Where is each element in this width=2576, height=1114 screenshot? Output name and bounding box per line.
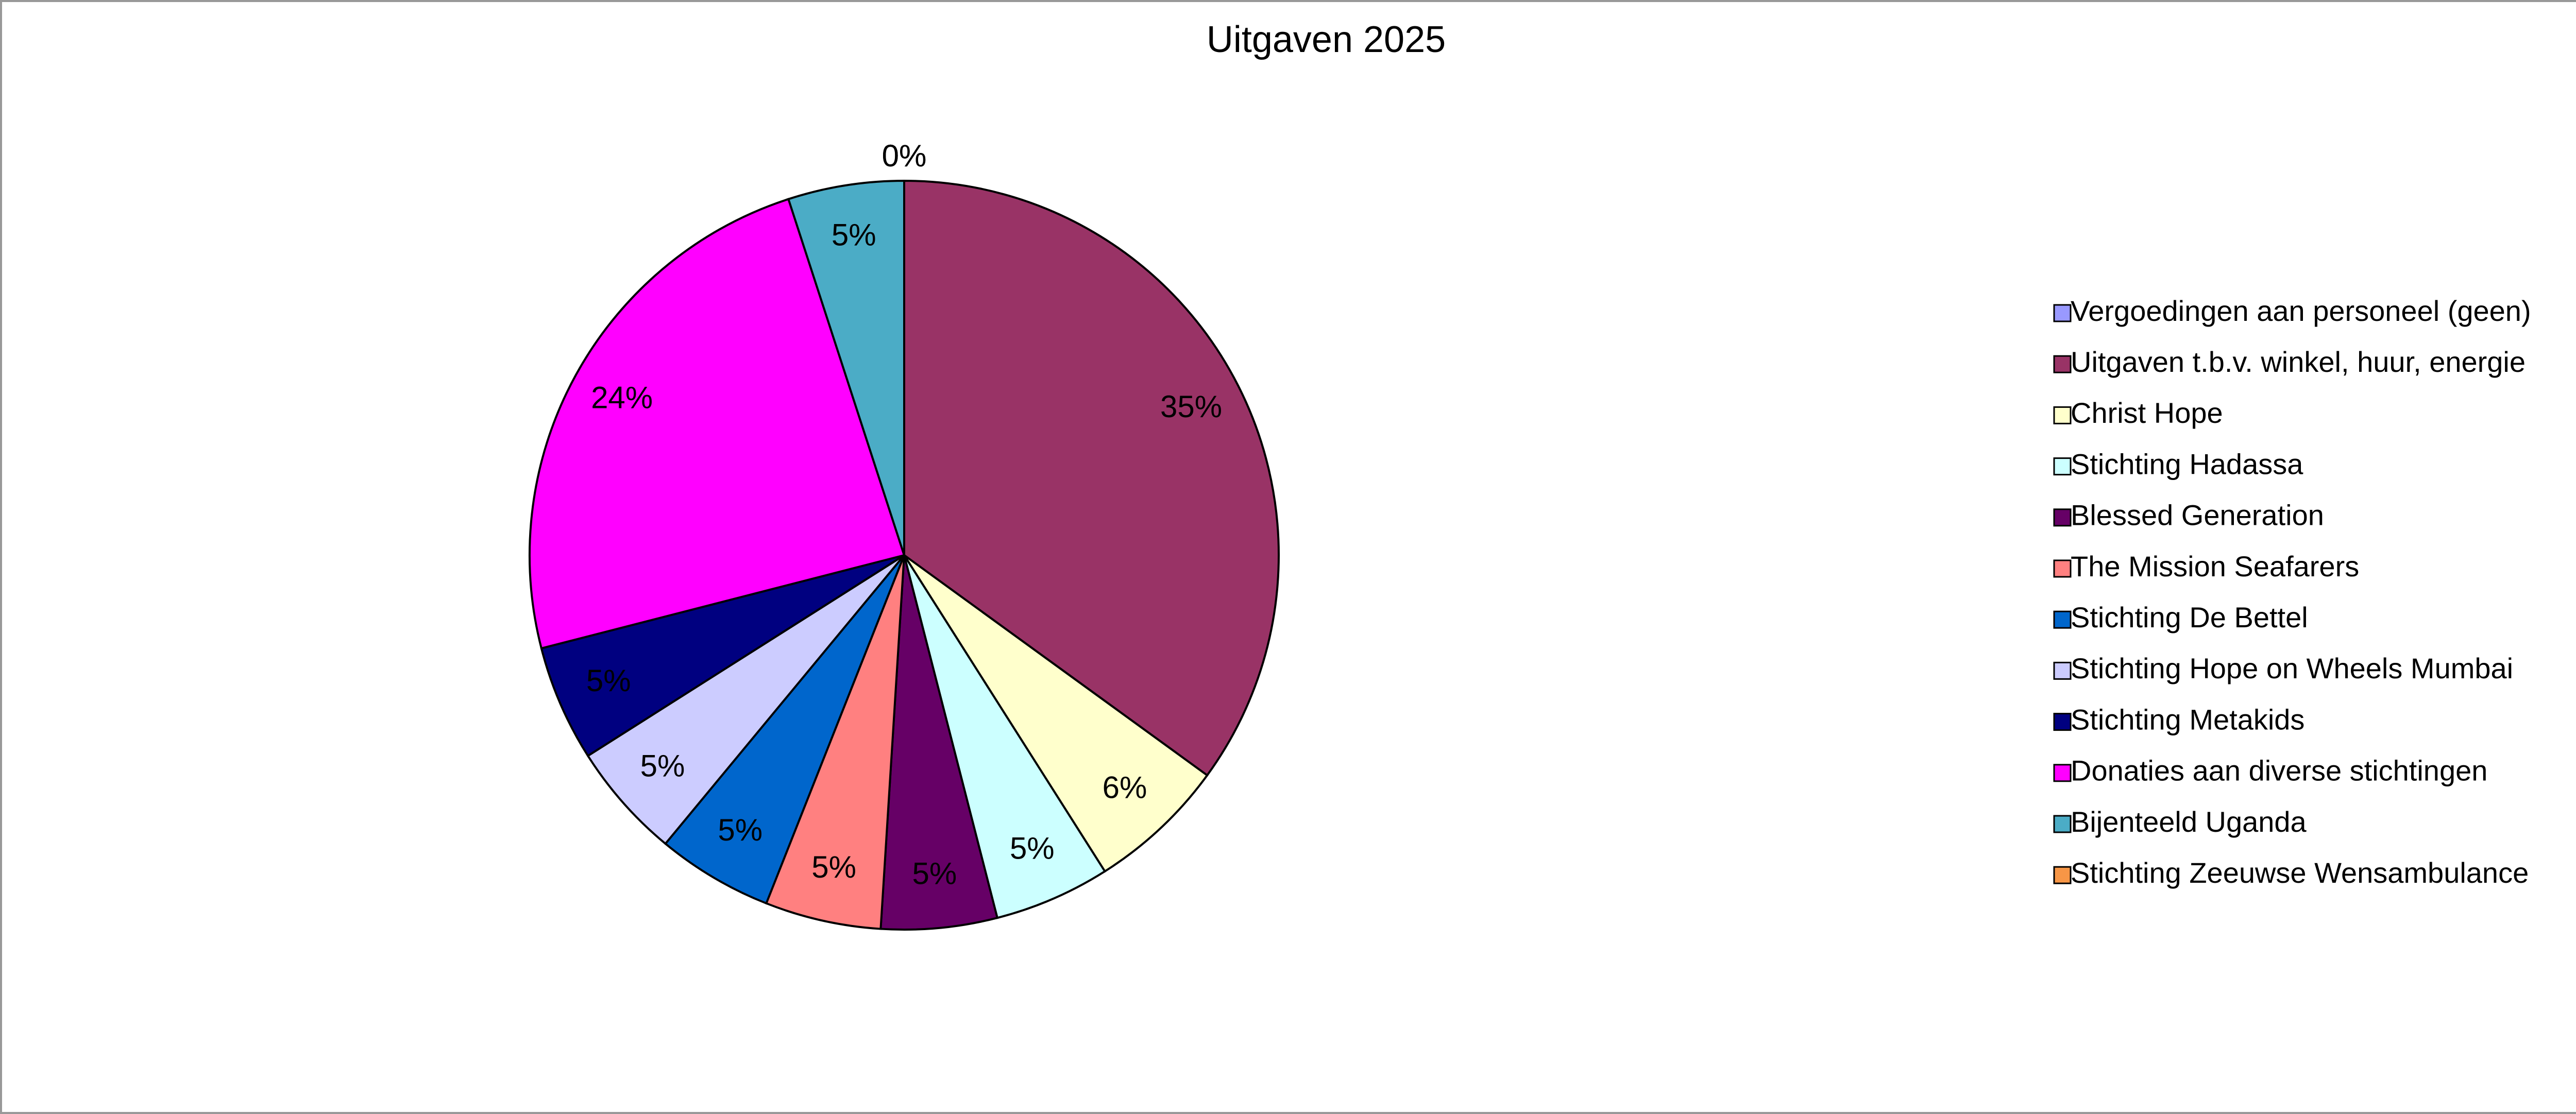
legend-label: Donaties aan diverse stichtingen [2071,755,2487,787]
data-label: 5% [718,813,762,847]
legend-swatch [2053,508,2072,527]
data-label: 5% [640,748,685,783]
data-label: 5% [912,856,957,890]
data-label: 35% [1160,389,1222,424]
legend-swatch [2053,559,2072,578]
legend-label: Stichting Hope on Wheels Mumbai [2071,652,2513,684]
legend-label: The Mission Seafarers [2071,550,2359,582]
legend-label: Vergoedingen aan personeel (geen) [2071,295,2531,327]
data-label: 5% [1010,831,1055,866]
legend-swatch [2053,713,2072,731]
legend-swatch [2053,764,2072,782]
pie-slice [586,554,905,845]
pie-slice [879,555,999,931]
legend-swatch [2053,406,2072,424]
legend-label: Stichting De Bettel [2071,601,2308,633]
data-label: 5% [832,217,876,252]
legend-label: Stichting Metakids [2071,703,2304,735]
legend-swatch [2053,866,2072,884]
pie-slice [903,554,1209,873]
legend-swatch [2053,815,2072,833]
pie-slice [787,179,905,556]
legend-swatch [2053,457,2072,476]
legend-label: Blessed Generation [2071,499,2324,532]
pie-slice [903,179,1280,777]
pie-slice [903,554,1107,919]
legend-label: Stichting Hadassa [2071,448,2303,480]
data-label: 0% [882,139,927,173]
legend-label: Stichting Zeeuwse Wensambulance [2071,856,2529,889]
pie-slice [765,555,905,930]
data-label: 6% [1103,770,1147,805]
data-label: 24% [591,381,653,415]
data-label: 0% [882,139,927,173]
chart-title: Uitgaven 2025 [1207,19,1446,60]
legend-label: Christ Hope [2071,397,2223,429]
legend-swatch [2053,355,2072,373]
data-label: 5% [811,850,856,884]
legend-swatch [2053,304,2072,322]
legend-swatch [2053,610,2072,629]
data-label: 5% [586,663,631,698]
legend-label: Bijenteeld Uganda [2071,805,2307,838]
pie-slice [664,554,905,905]
legend-swatch [2053,661,2072,680]
pie-slice [540,554,905,758]
legend-label: Uitgaven t.b.v. winkel, huur, energie [2071,346,2526,378]
pie-slice [529,198,906,650]
